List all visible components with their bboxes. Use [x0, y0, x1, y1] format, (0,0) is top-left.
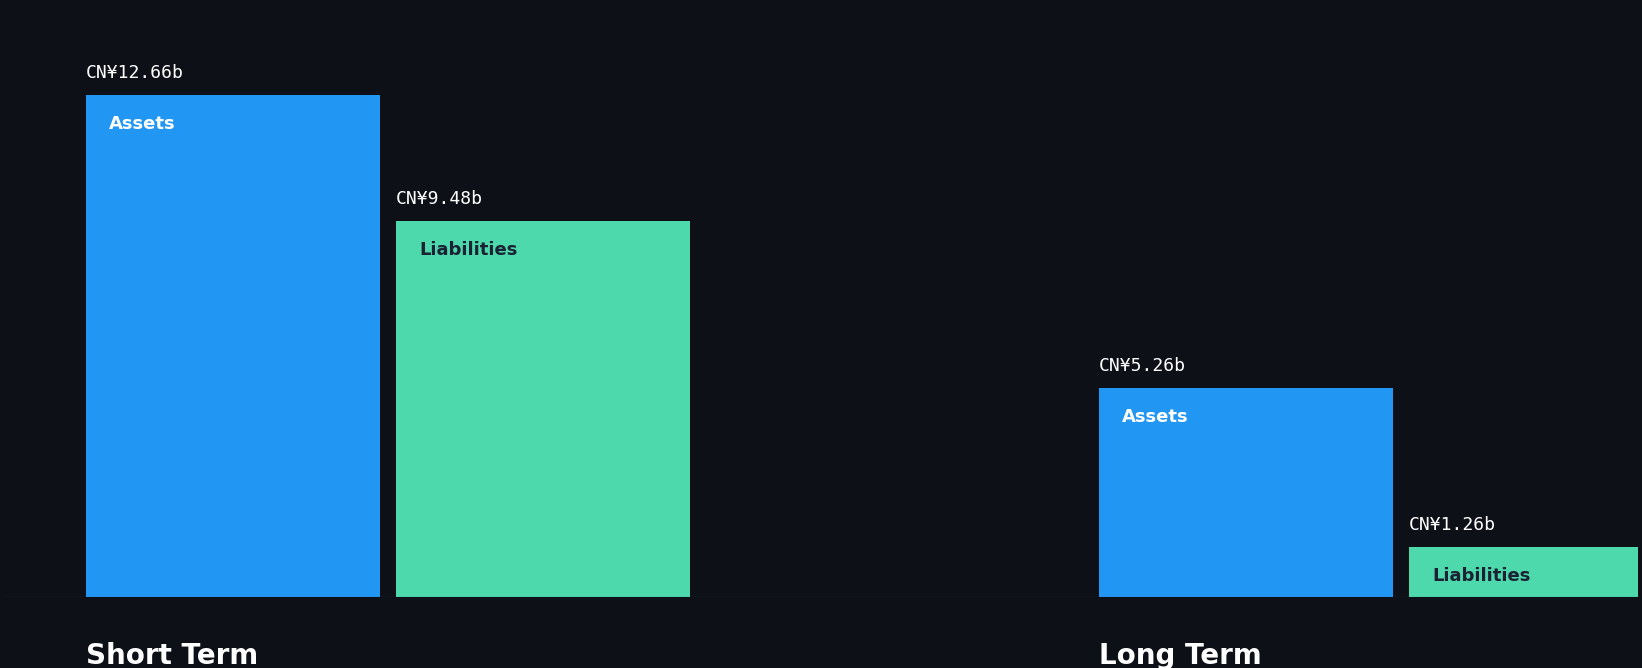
Text: Liabilities: Liabilities — [1432, 566, 1530, 584]
Text: Short Term: Short Term — [85, 642, 258, 668]
Text: Liabilities: Liabilities — [420, 240, 519, 259]
FancyBboxPatch shape — [85, 95, 379, 597]
Text: Long Term: Long Term — [1098, 642, 1261, 668]
Text: CN¥5.26b: CN¥5.26b — [1098, 357, 1186, 375]
Text: CN¥12.66b: CN¥12.66b — [85, 64, 184, 82]
FancyBboxPatch shape — [1098, 388, 1392, 597]
FancyBboxPatch shape — [396, 220, 690, 597]
Text: CN¥1.26b: CN¥1.26b — [1409, 516, 1496, 534]
Text: Assets: Assets — [110, 115, 176, 133]
FancyBboxPatch shape — [1409, 546, 1642, 597]
Text: Assets: Assets — [1121, 408, 1189, 426]
Text: CN¥9.48b: CN¥9.48b — [396, 190, 483, 208]
